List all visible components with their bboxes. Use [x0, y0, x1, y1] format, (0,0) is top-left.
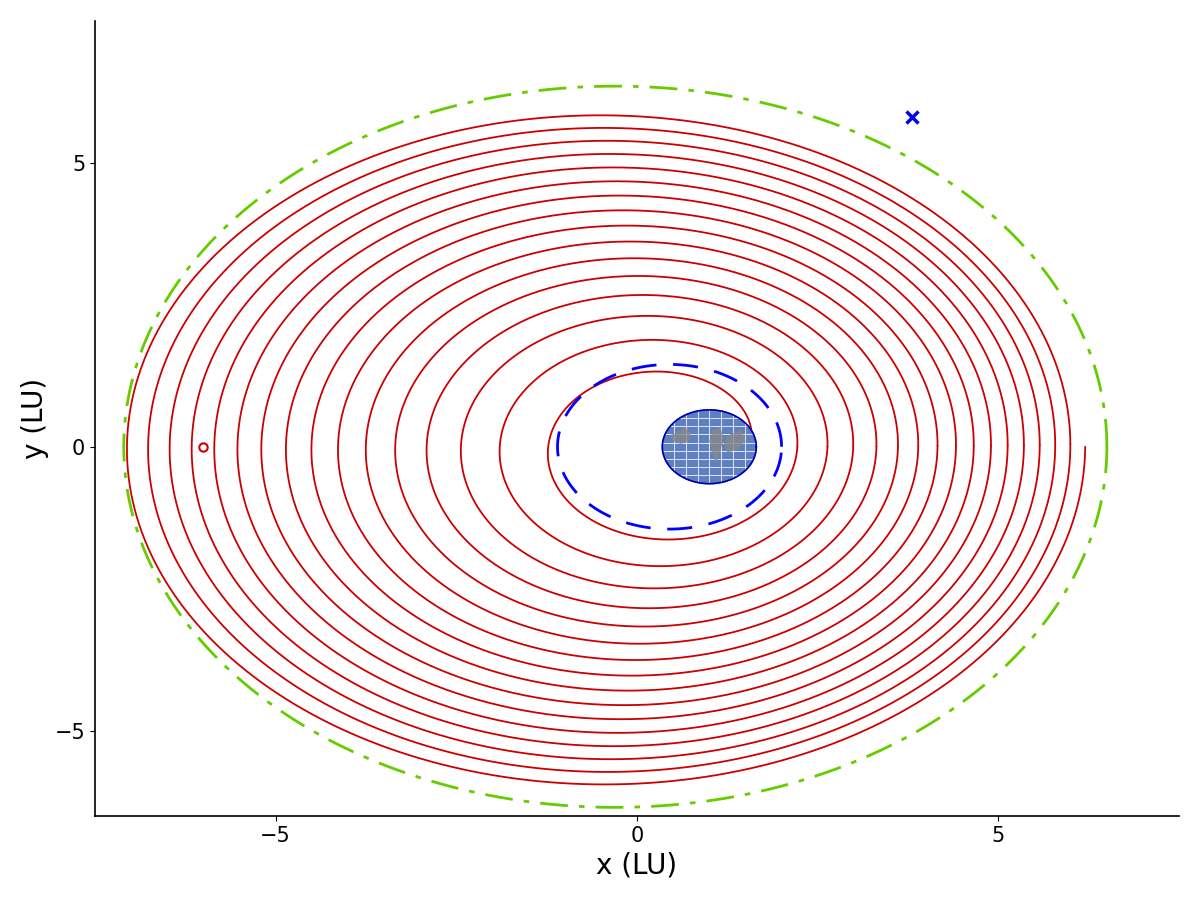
Polygon shape [709, 427, 724, 464]
Circle shape [662, 410, 756, 483]
Y-axis label: y (LU): y (LU) [20, 378, 49, 459]
Polygon shape [724, 429, 745, 453]
Polygon shape [670, 427, 691, 444]
X-axis label: x (LU): x (LU) [596, 851, 678, 879]
Circle shape [662, 410, 756, 483]
